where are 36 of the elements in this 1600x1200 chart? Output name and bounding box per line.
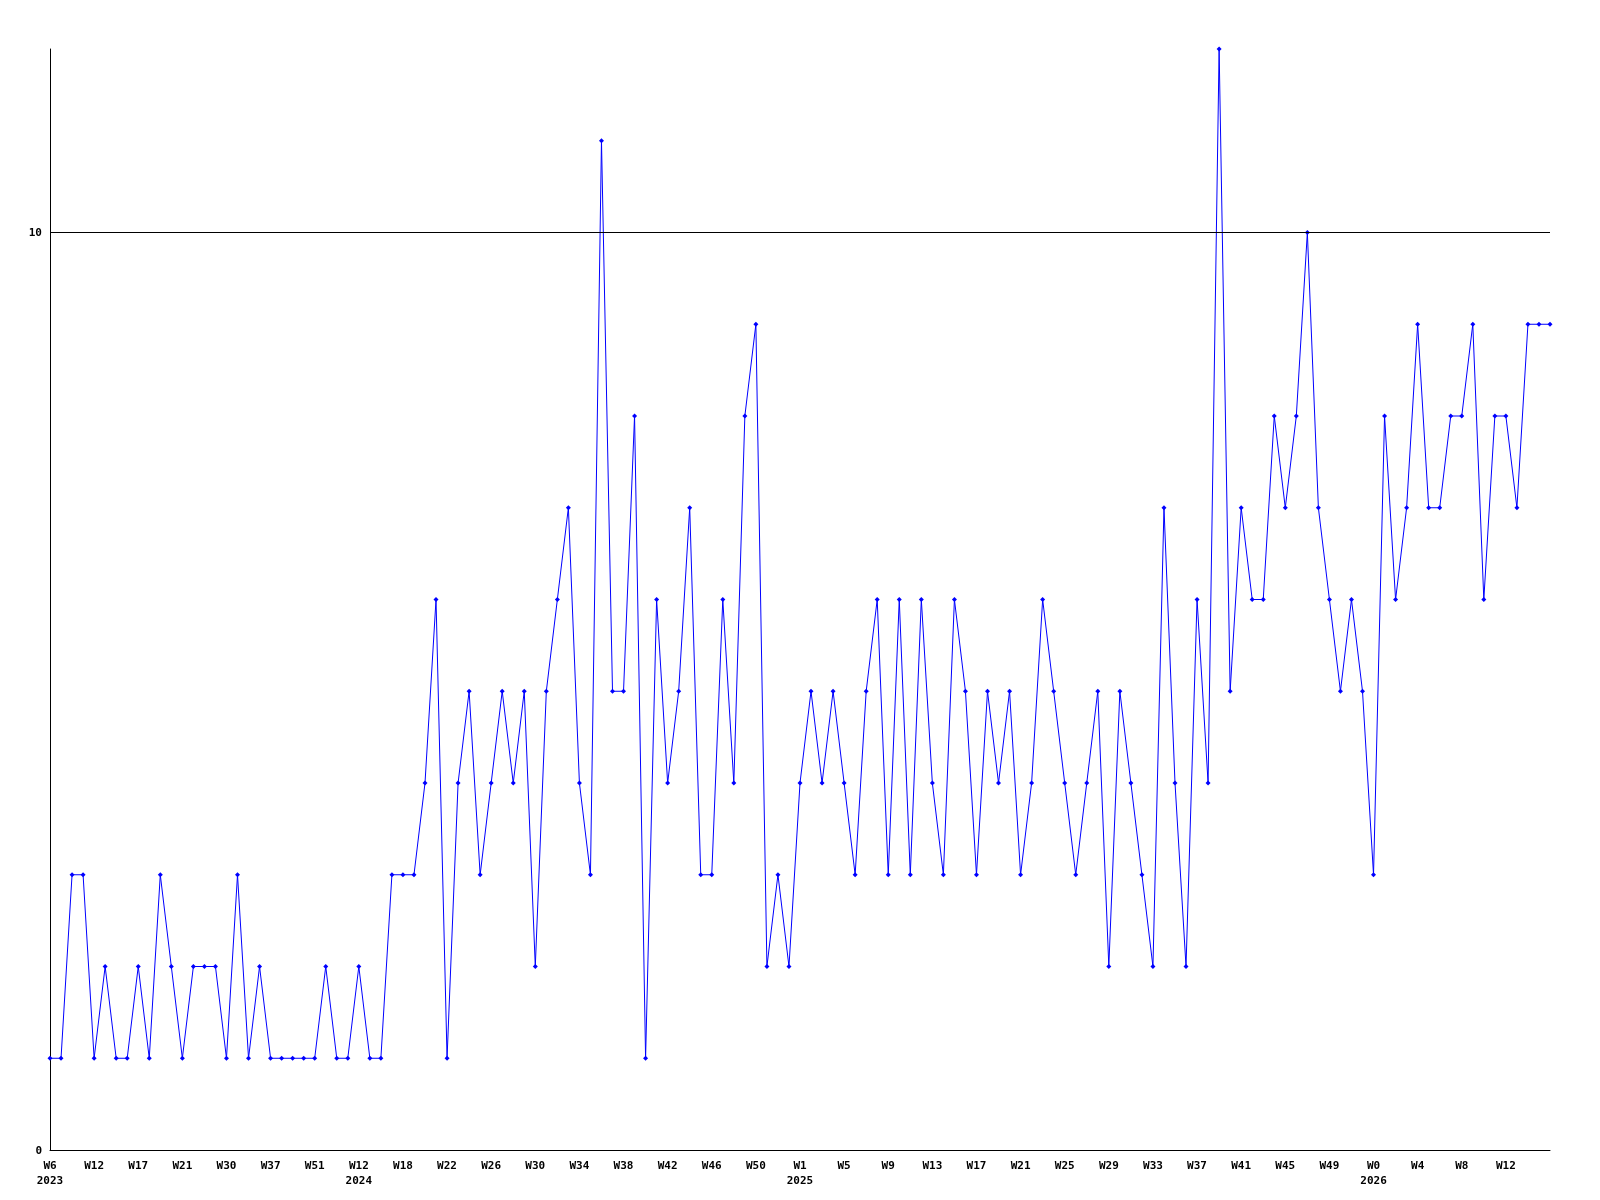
x-tick-label: W41 [1231,1159,1252,1172]
x-tick-label: W30 [525,1159,546,1172]
x-tick-label: W42 [657,1159,678,1172]
y-tick-label: 0 [35,1143,42,1157]
x-tick-label: W0 2026 [1360,1159,1388,1187]
x-tick-label: W21 [1010,1159,1031,1172]
x-tick-label: W1 2025 [786,1159,814,1187]
x-tick-label: W50 [745,1159,766,1172]
x-tick-label: W34 [569,1159,590,1172]
x-tick-label: W37 [260,1159,281,1172]
x-tick-label: W13 [922,1159,943,1172]
x-tick-label: W12 [84,1159,105,1172]
x-tick-label: W18 [393,1159,413,1172]
y-tick-label: 10 [28,226,42,239]
x-tick-label: W8 [1455,1159,1469,1172]
x-tick-label: W17 [128,1159,149,1172]
x-tick-label: W26 [481,1159,502,1172]
x-tick-label: W22 [437,1159,457,1172]
x-tick-label: W29 [1098,1159,1119,1172]
x-tick-label: W33 [1143,1159,1163,1172]
x-tick-label: W25 [1054,1159,1075,1172]
x-tick-label: W21 [172,1159,193,1172]
x-tick-label: W49 [1319,1159,1340,1172]
x-tick-label: W46 [701,1159,723,1172]
x-tick-label: W17 [966,1159,987,1172]
x-tick-label: W12 [1495,1159,1516,1172]
x-tick-label: W9 [881,1159,895,1172]
x-tick-label: W30 [216,1159,237,1172]
x-tick-label: W45 [1275,1159,1296,1172]
x-tick-label: W6 2023 [36,1159,64,1187]
x-tick-label: W5 [837,1159,851,1172]
x-tick-label: W51 [304,1159,326,1172]
x-tick-label: W38 [613,1159,634,1172]
x-tick-label: W37 [1187,1159,1207,1172]
x-tick-label: W12 2024 [345,1159,373,1187]
x-tick-label: W4 [1411,1159,1425,1172]
